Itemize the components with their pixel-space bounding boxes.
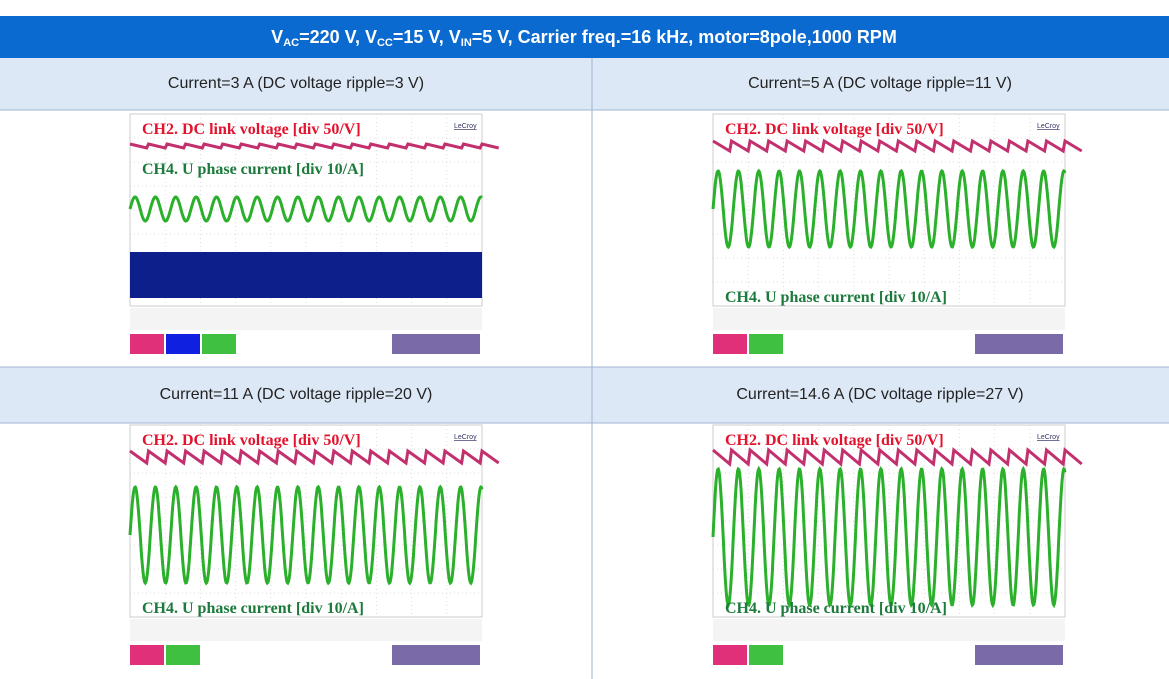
title-text: =5 V, Carrier freq.=16 kHz, motor=8pole,… <box>472 27 897 47</box>
dc-link-trace <box>130 144 499 148</box>
measure-bar <box>713 619 1065 641</box>
ch3-box <box>166 334 200 354</box>
title-subscript: CC <box>377 37 393 49</box>
title-subscript: AC <box>283 37 299 49</box>
ch2-box <box>130 334 164 354</box>
ch4-box <box>166 645 200 665</box>
ch2-label: CH2. DC link voltage [div 50/V] <box>725 121 944 138</box>
ch2-box <box>713 645 747 665</box>
ch2-label: CH2. DC link voltage [div 50/V] <box>142 432 361 449</box>
measure-bar <box>130 619 482 641</box>
timebase-box <box>392 645 480 665</box>
title-subscript: IN <box>461 37 472 49</box>
noise-trace <box>130 252 482 298</box>
dc-link-trace <box>713 450 1082 464</box>
caption: Current=3 A (DC voltage ripple=3 V) <box>168 75 424 92</box>
title: VAC​=220 V, VCC​=15 V, VIN​=5 V, Carrier… <box>271 27 897 49</box>
brand: LeCroy <box>1037 434 1060 441</box>
scope-image: CH2. DC link voltage [div 50/V] CH4. U ph… <box>130 425 499 665</box>
ch2-box <box>130 645 164 665</box>
timebase-box <box>392 334 480 354</box>
dc-link-trace <box>713 141 1082 151</box>
caption: Current=14.6 A (DC voltage ripple=27 V) <box>736 386 1023 403</box>
timebase-box <box>975 645 1063 665</box>
ch4-label: CH4. U phase current [div 10/A] <box>142 600 364 617</box>
ch4-label: CH4. U phase current [div 10/A] <box>142 161 364 178</box>
title-text: =15 V, V <box>393 27 461 47</box>
ch4-box <box>202 334 236 354</box>
measure-bar <box>130 308 482 330</box>
title-text: =220 V, V <box>299 27 377 47</box>
caption: Current=5 A (DC voltage ripple=11 V) <box>748 75 1012 92</box>
brand: LeCroy <box>454 434 477 441</box>
ch2-box <box>713 334 747 354</box>
ch2-label: CH2. DC link voltage [div 50/V] <box>725 432 944 449</box>
brand: LeCroy <box>1037 123 1060 130</box>
timebase-box <box>975 334 1063 354</box>
title-text: V <box>271 27 283 47</box>
ch2-label: CH2. DC link voltage [div 50/V] <box>142 121 361 138</box>
ch4-label: CH4. U phase current [div 10/A] <box>725 289 947 306</box>
ch4-box <box>749 334 783 354</box>
ch4-label: CH4. U phase current [div 10/A] <box>725 600 947 617</box>
page: VAC​=220 V, VCC​=15 V, VIN​=5 V, Carrier… <box>0 0 1169 679</box>
brand: LeCroy <box>454 123 477 130</box>
scope-image: CH2. DC link voltage [div 50/V] CH4. U ph… <box>713 425 1082 665</box>
scope-image: CH2. DC link voltage [div 50/V] CH4. U ph… <box>713 114 1082 354</box>
caption: Current=11 A (DC voltage ripple=20 V) <box>160 386 433 403</box>
ch4-box <box>749 645 783 665</box>
scope-image: CH2. DC link voltage [div 50/V] CH4. U ph… <box>130 114 499 354</box>
measure-bar <box>713 308 1065 330</box>
dc-link-trace <box>130 451 499 463</box>
